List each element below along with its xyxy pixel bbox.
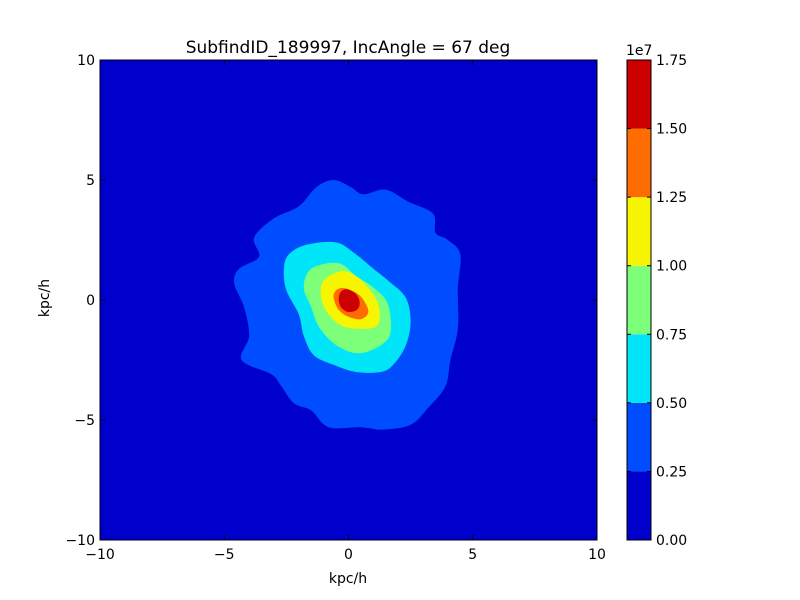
y-axis-label: kpc/h: [37, 279, 53, 317]
colorbar-offset-label: 1e7: [626, 43, 652, 59]
colorbar-tick-label: 1.25: [656, 190, 687, 206]
colorbar-tick-label: 0.00: [656, 533, 687, 549]
x-axis-label: kpc/h: [329, 571, 367, 587]
colorbar-segment-6: [627, 60, 651, 129]
y-tick-label: −10: [65, 533, 95, 549]
x-tick-label: −10: [85, 547, 115, 563]
x-tick-label: −5: [214, 547, 235, 563]
colorbar-segment-2: [627, 334, 651, 403]
chart-title: SubfindID_189997, IncAngle = 67 deg: [186, 38, 511, 58]
colorbar-tick-label: 0.50: [656, 396, 687, 412]
colorbar-frame: [626, 59, 652, 541]
colorbar-tick-label: 0.75: [656, 327, 687, 343]
y-tick-label: 10: [77, 53, 95, 69]
colorbar-segment-3: [627, 265, 651, 335]
colorbar-tick-label: 1.75: [656, 53, 687, 69]
x-tick-label: 5: [468, 547, 477, 563]
colorbar-segment-1: [627, 402, 651, 472]
y-tick-label: 5: [86, 173, 95, 189]
x-tick-label: 0: [344, 547, 353, 563]
y-tick-label: −5: [74, 413, 95, 429]
colorbar-segment-0: [627, 471, 651, 540]
colorbar-tick-label: 0.25: [656, 464, 687, 480]
colorbar-tick-label: 1.50: [656, 122, 687, 138]
y-tick-label: 0: [86, 293, 95, 309]
colorbar-tick-label: 1.00: [656, 259, 687, 275]
colorbar-segment-4: [627, 197, 651, 266]
colorbar-segment-5: [627, 128, 651, 198]
x-tick-label: 10: [588, 547, 606, 563]
contour-level-6: [338, 289, 360, 313]
